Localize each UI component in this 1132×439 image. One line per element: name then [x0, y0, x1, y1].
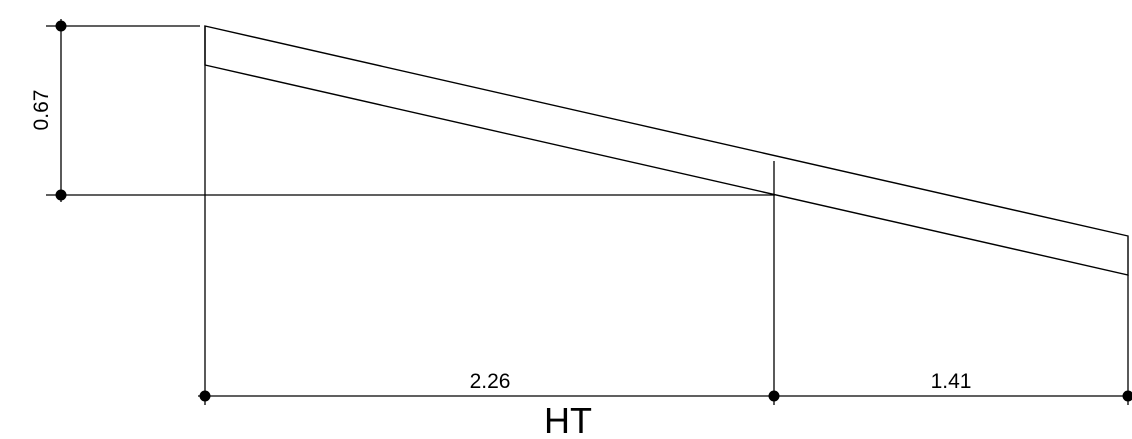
span-dimension-label-right: 1.41 [931, 370, 972, 393]
diagram-title: HT [544, 400, 592, 439]
terminator-dot [55, 20, 67, 32]
terminator-dot [55, 189, 67, 201]
height-dimension-label: 0.67 [30, 90, 53, 131]
inclined-slab [204, 25, 1129, 276]
terminator-dot [1122, 390, 1132, 402]
span-dimension-label-left: 2.26 [470, 370, 511, 393]
terminator-dot [768, 390, 780, 402]
terminator-dot [199, 390, 211, 402]
